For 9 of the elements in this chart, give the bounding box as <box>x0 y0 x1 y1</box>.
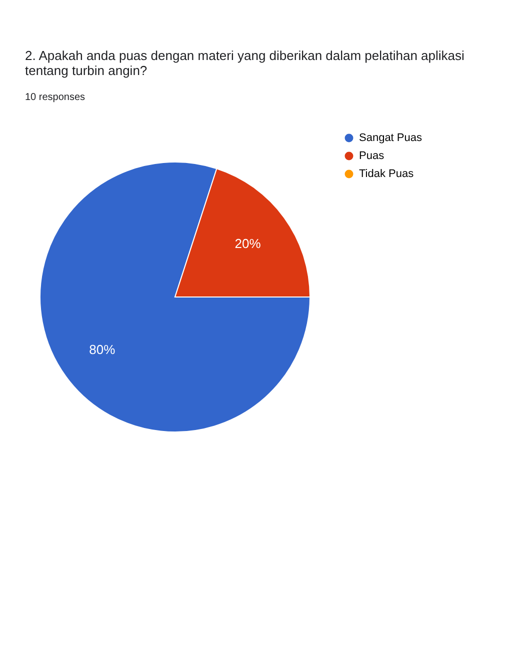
data-label: 80% <box>89 342 116 357</box>
pie-slice <box>40 162 310 432</box>
text: 2. Apakah anda puas dengan materi yang diberikan dalam pelatihan aplikasi <box>25 48 464 63</box>
text: tentang turbin angin? <box>25 63 148 78</box>
legend-label: Puas <box>359 150 385 162</box>
legend-label: Sangat Puas <box>359 132 422 144</box>
data-label: 20% <box>234 236 262 252</box>
legend-label: Tidak Puas <box>359 168 414 180</box>
chart-subtitle: 10 responses <box>25 92 86 103</box>
